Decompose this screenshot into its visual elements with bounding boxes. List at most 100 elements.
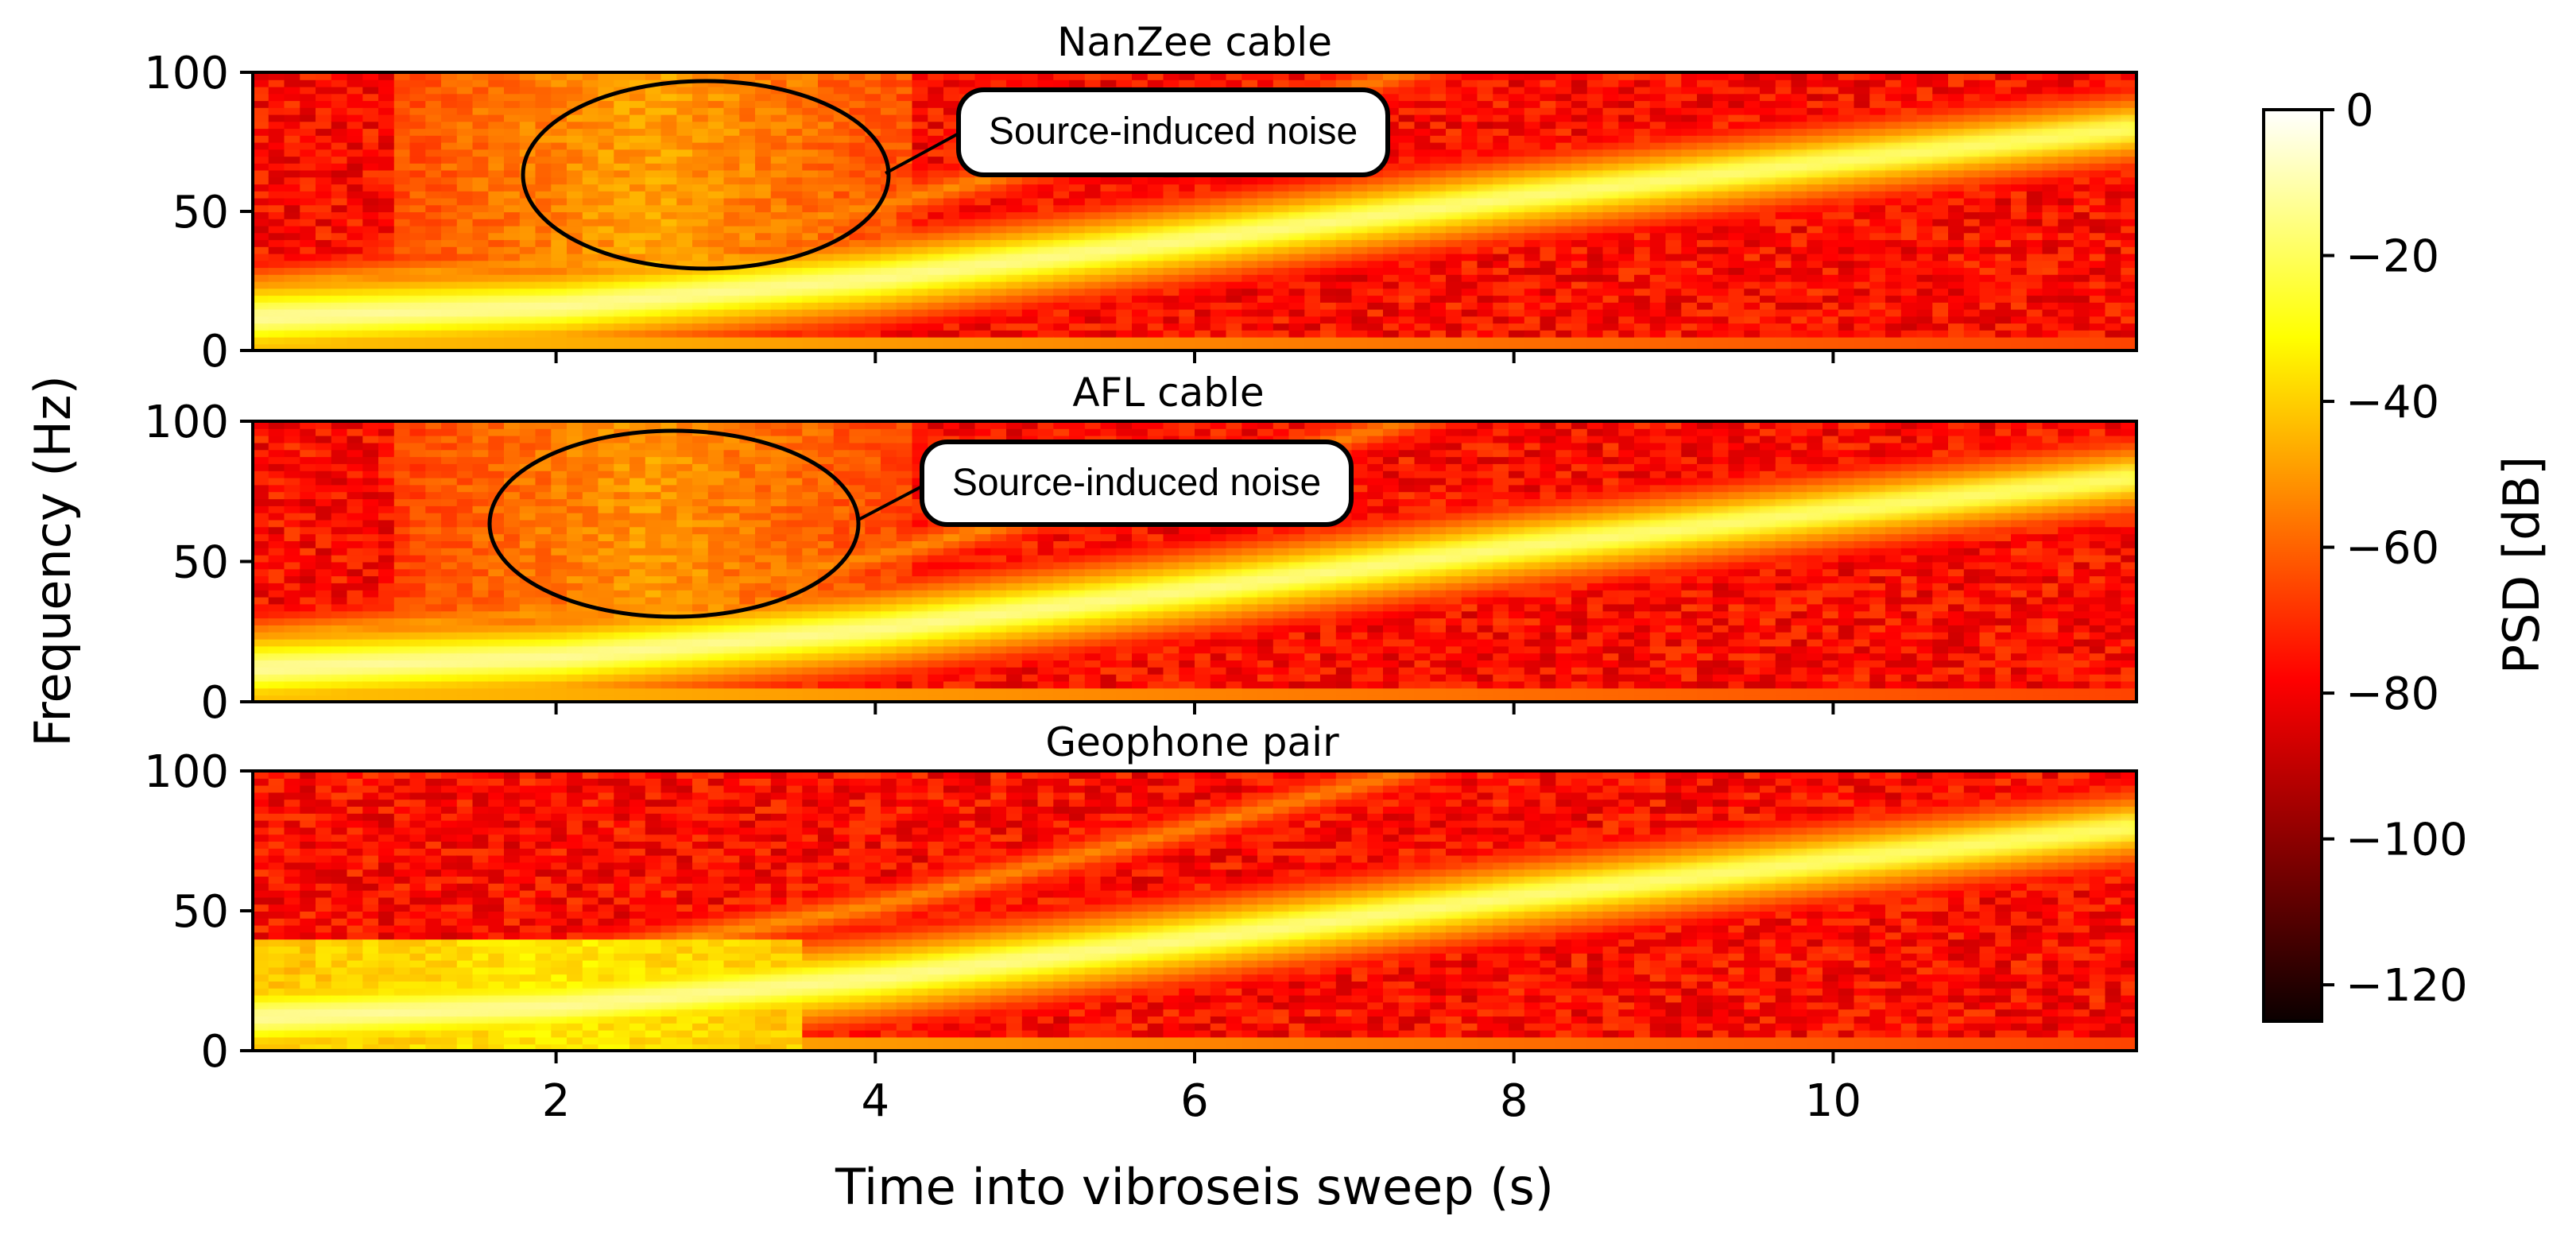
heat-cell [1823,121,1839,130]
heat-cell [567,169,583,178]
heat-cell [739,162,757,171]
heat-cell [1524,253,1541,261]
heat-cell [1728,100,1745,108]
heat-cell [1461,86,1478,95]
heat-cell [2074,190,2090,199]
heat-cell [1634,267,1651,275]
heat-cell [629,197,646,206]
heat-cell [1555,176,1573,185]
heat-cell [2026,232,2043,241]
heat-cell [1586,211,1604,219]
heat-cell [519,106,537,115]
heat-cell [598,79,615,87]
heat-cell [707,162,725,171]
heat-cell [1383,106,1400,115]
heat-cell [456,218,474,227]
heat-cell [1697,246,1714,254]
heat-cell [1916,260,1934,269]
heat-cell [2089,72,2106,80]
heat-cell [755,232,772,241]
heat-cell [456,197,474,206]
heat-cell [1069,323,1086,331]
heat-cell [802,295,819,303]
heat-cell [456,162,474,171]
heat-cell [1509,204,1525,213]
heat-cell [1414,184,1431,192]
heat-cell [849,204,866,213]
heat-cell [1414,288,1431,296]
heat-cell [300,596,317,605]
heat-cell [1351,273,1369,282]
heat-cell [1744,343,1761,350]
heat-cell [1461,128,1478,136]
heat-cell [331,121,348,130]
heat-cell [2042,218,2059,227]
heat-cell [1351,239,1369,247]
heat-cell [1807,184,1824,192]
heat-cell [1210,211,1227,219]
heat-cell [723,149,741,157]
heat-cell [1649,141,1667,150]
heat-cell [1461,239,1478,247]
heat-cell [2026,316,2043,324]
heat-cell [943,190,960,199]
heat-cell [1288,301,1306,310]
heat-cell [1509,72,1525,80]
heat-cell [284,141,301,150]
heat-cell [1446,232,1462,241]
heat-cell [472,190,490,199]
heat-cell [786,323,804,331]
heat-cell [598,316,615,324]
heat-cell [1351,281,1369,289]
heat-cell [990,336,1008,345]
heat-cell [1728,204,1745,213]
heat-cell [755,141,772,150]
heat-cell [2074,149,2090,157]
heat-cell [1540,128,1557,136]
heat-cell [1712,329,1730,338]
heat-cell [1885,218,1902,227]
heat-cell [1524,260,1541,269]
heat-cell [1116,232,1133,241]
heat-cell [912,239,929,247]
heat-cell [1398,343,1416,350]
heat-cell [614,273,631,282]
heat-cell [284,547,301,556]
heat-cell [1414,323,1431,331]
heat-cell [1854,253,1871,261]
heat-cell [786,218,804,227]
heat-cell [1681,253,1699,261]
heat-cell [347,169,364,178]
heat-cell [284,260,301,269]
heat-cell [598,253,615,261]
heat-cell [253,435,269,443]
heat-cell [2089,156,2106,164]
heat-cell [409,253,427,261]
heat-cell [1995,176,2012,185]
heat-cell [1195,295,1211,303]
heat-cell [2011,149,2028,157]
heat-cell [943,336,960,345]
heat-cell [629,204,646,213]
heat-cell [1414,239,1431,247]
heat-cell [1697,225,1714,234]
heat-cell [1509,218,1525,227]
heat-cell [316,239,332,247]
heat-cell [1288,79,1306,87]
heat-cell [2026,267,2043,275]
heat-cell [441,149,458,157]
heat-cell [928,128,945,136]
heat-cell [802,225,819,234]
heat-cell [881,121,897,130]
heat-cell [598,176,615,185]
heat-cell [1461,260,1478,269]
heat-cell [2074,225,2090,234]
heat-cell [1257,267,1274,275]
heat-cell [1540,267,1557,275]
heat-cell [472,316,490,324]
heat-cell [1995,308,2012,317]
heat-cell [2026,343,2043,350]
heat-cell [959,301,976,310]
heat-cell [284,246,301,254]
heat-cell [331,93,348,102]
